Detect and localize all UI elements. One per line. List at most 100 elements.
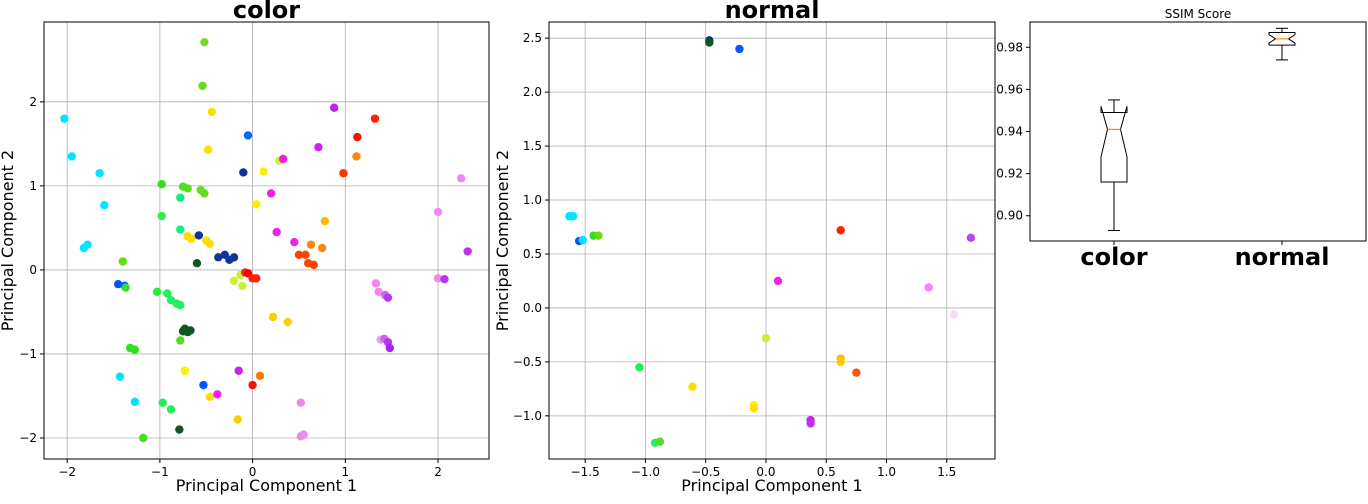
chart1-point	[949, 310, 959, 319]
chart2-ytick-label: 0.92	[996, 167, 1023, 181]
chart0-ytick-label: 1	[29, 179, 37, 193]
chart0-point	[60, 114, 69, 123]
chart1-point	[773, 276, 783, 286]
chart1-xtick-label: −1.0	[631, 465, 660, 479]
chart0-point	[301, 250, 310, 259]
chart0-xtick-label: 2	[434, 465, 442, 479]
chart0-ytick-label: 2	[29, 95, 37, 109]
chart0-ytick-label: −2	[19, 431, 37, 445]
chart1-point	[966, 233, 976, 243]
chart1-point	[761, 333, 771, 343]
chart1-xtick-label: 0.5	[817, 465, 836, 479]
chart0-point	[158, 398, 167, 407]
chart0-point	[157, 179, 166, 189]
chart0-ytick-label: −1	[19, 347, 37, 361]
chart0-point	[213, 390, 222, 399]
chart1-point	[852, 368, 861, 377]
chart0-point	[194, 231, 204, 240]
chart2-frame	[1029, 21, 1367, 242]
chart1-point	[836, 357, 845, 367]
chart0-point	[118, 257, 128, 266]
chart2-ytick-label: 0.98	[996, 40, 1023, 54]
chart0-point	[353, 132, 362, 142]
chart2-category-label: normal	[1235, 243, 1330, 271]
chart0-xtick-label: 1	[341, 465, 349, 479]
chart0-point	[352, 152, 361, 161]
chart0-x-axis-label: Principal Component 1	[176, 476, 357, 495]
chart1-point	[578, 235, 587, 245]
chart1-ytick-label: 1.0	[523, 193, 542, 207]
chart0-point	[130, 345, 140, 354]
chart0-point	[199, 380, 208, 390]
chart0-point	[290, 237, 299, 247]
chart1-point	[594, 231, 603, 240]
chart1-point	[749, 404, 759, 413]
chart1-xtick-label: 1.5	[937, 465, 956, 479]
chart0-point	[186, 326, 195, 335]
chart0-point	[320, 216, 330, 226]
chart0-point	[198, 81, 207, 91]
chart0-point	[121, 283, 130, 292]
chart0-point	[95, 169, 104, 178]
chart0-point	[130, 397, 140, 407]
chart2-ytick-label: 0.96	[996, 82, 1023, 96]
chart0-point	[115, 372, 125, 381]
chart0-point	[278, 154, 288, 164]
chart1-ytick-label: −0.5	[513, 355, 542, 369]
chart0-point	[233, 415, 242, 424]
chart0-point	[187, 234, 196, 244]
chart0-point	[207, 107, 217, 117]
chart0-point	[433, 207, 443, 217]
chart0-point	[266, 189, 276, 198]
chart1-ytick-label: −1.0	[513, 409, 542, 423]
chart1-point	[836, 226, 845, 235]
chart0-point	[339, 169, 348, 178]
chart0-point	[157, 211, 166, 221]
chart1-point	[924, 283, 933, 292]
chart0-point	[166, 405, 176, 414]
chart0-point	[175, 425, 184, 434]
chart0-point	[200, 37, 209, 47]
chart0-point	[252, 274, 261, 283]
chart1-point	[635, 363, 644, 372]
chart0-point	[463, 247, 472, 256]
chart2-box	[1100, 106, 1128, 183]
chart0-point	[268, 312, 278, 322]
chart1-point	[568, 212, 578, 221]
chart0-frame	[43, 21, 490, 460]
chart0-point	[440, 274, 449, 284]
chart0-xtick-label: 0	[249, 465, 257, 479]
chart0-point	[296, 398, 306, 407]
chart0-point	[200, 189, 209, 198]
chart0-point	[239, 168, 248, 177]
chart2-category-label: color	[1080, 243, 1147, 271]
chart0-point	[456, 174, 466, 183]
chart0-point	[294, 250, 304, 259]
chart0-point	[79, 243, 89, 253]
chart0-point	[205, 239, 215, 249]
chart0-point	[272, 227, 281, 237]
chart1-xtick-label: −1.5	[571, 465, 600, 479]
chart2-ytick-label: 0.90	[996, 209, 1023, 223]
chart0-point	[113, 280, 123, 289]
chart1-frame	[548, 21, 996, 460]
chart0-point	[317, 243, 327, 253]
chart0-point	[248, 380, 257, 390]
chart0-point	[176, 193, 185, 202]
chart0-xtick-label: −1	[151, 465, 169, 479]
chart0-point	[163, 289, 172, 298]
chart0-title: color	[233, 0, 300, 24]
chart2-box	[1268, 32, 1296, 46]
chart1-point	[806, 419, 815, 428]
chart0-point	[176, 301, 185, 310]
chart0-point	[176, 336, 185, 345]
chart0-point	[238, 281, 247, 291]
chart0-point	[229, 253, 239, 262]
chart0-point	[385, 343, 395, 353]
chart0-point	[203, 145, 213, 154]
chart0-point	[433, 274, 443, 283]
chart1-ytick-label: 1.5	[523, 139, 542, 153]
chart0-point	[234, 366, 243, 375]
chart1-point	[655, 437, 665, 446]
